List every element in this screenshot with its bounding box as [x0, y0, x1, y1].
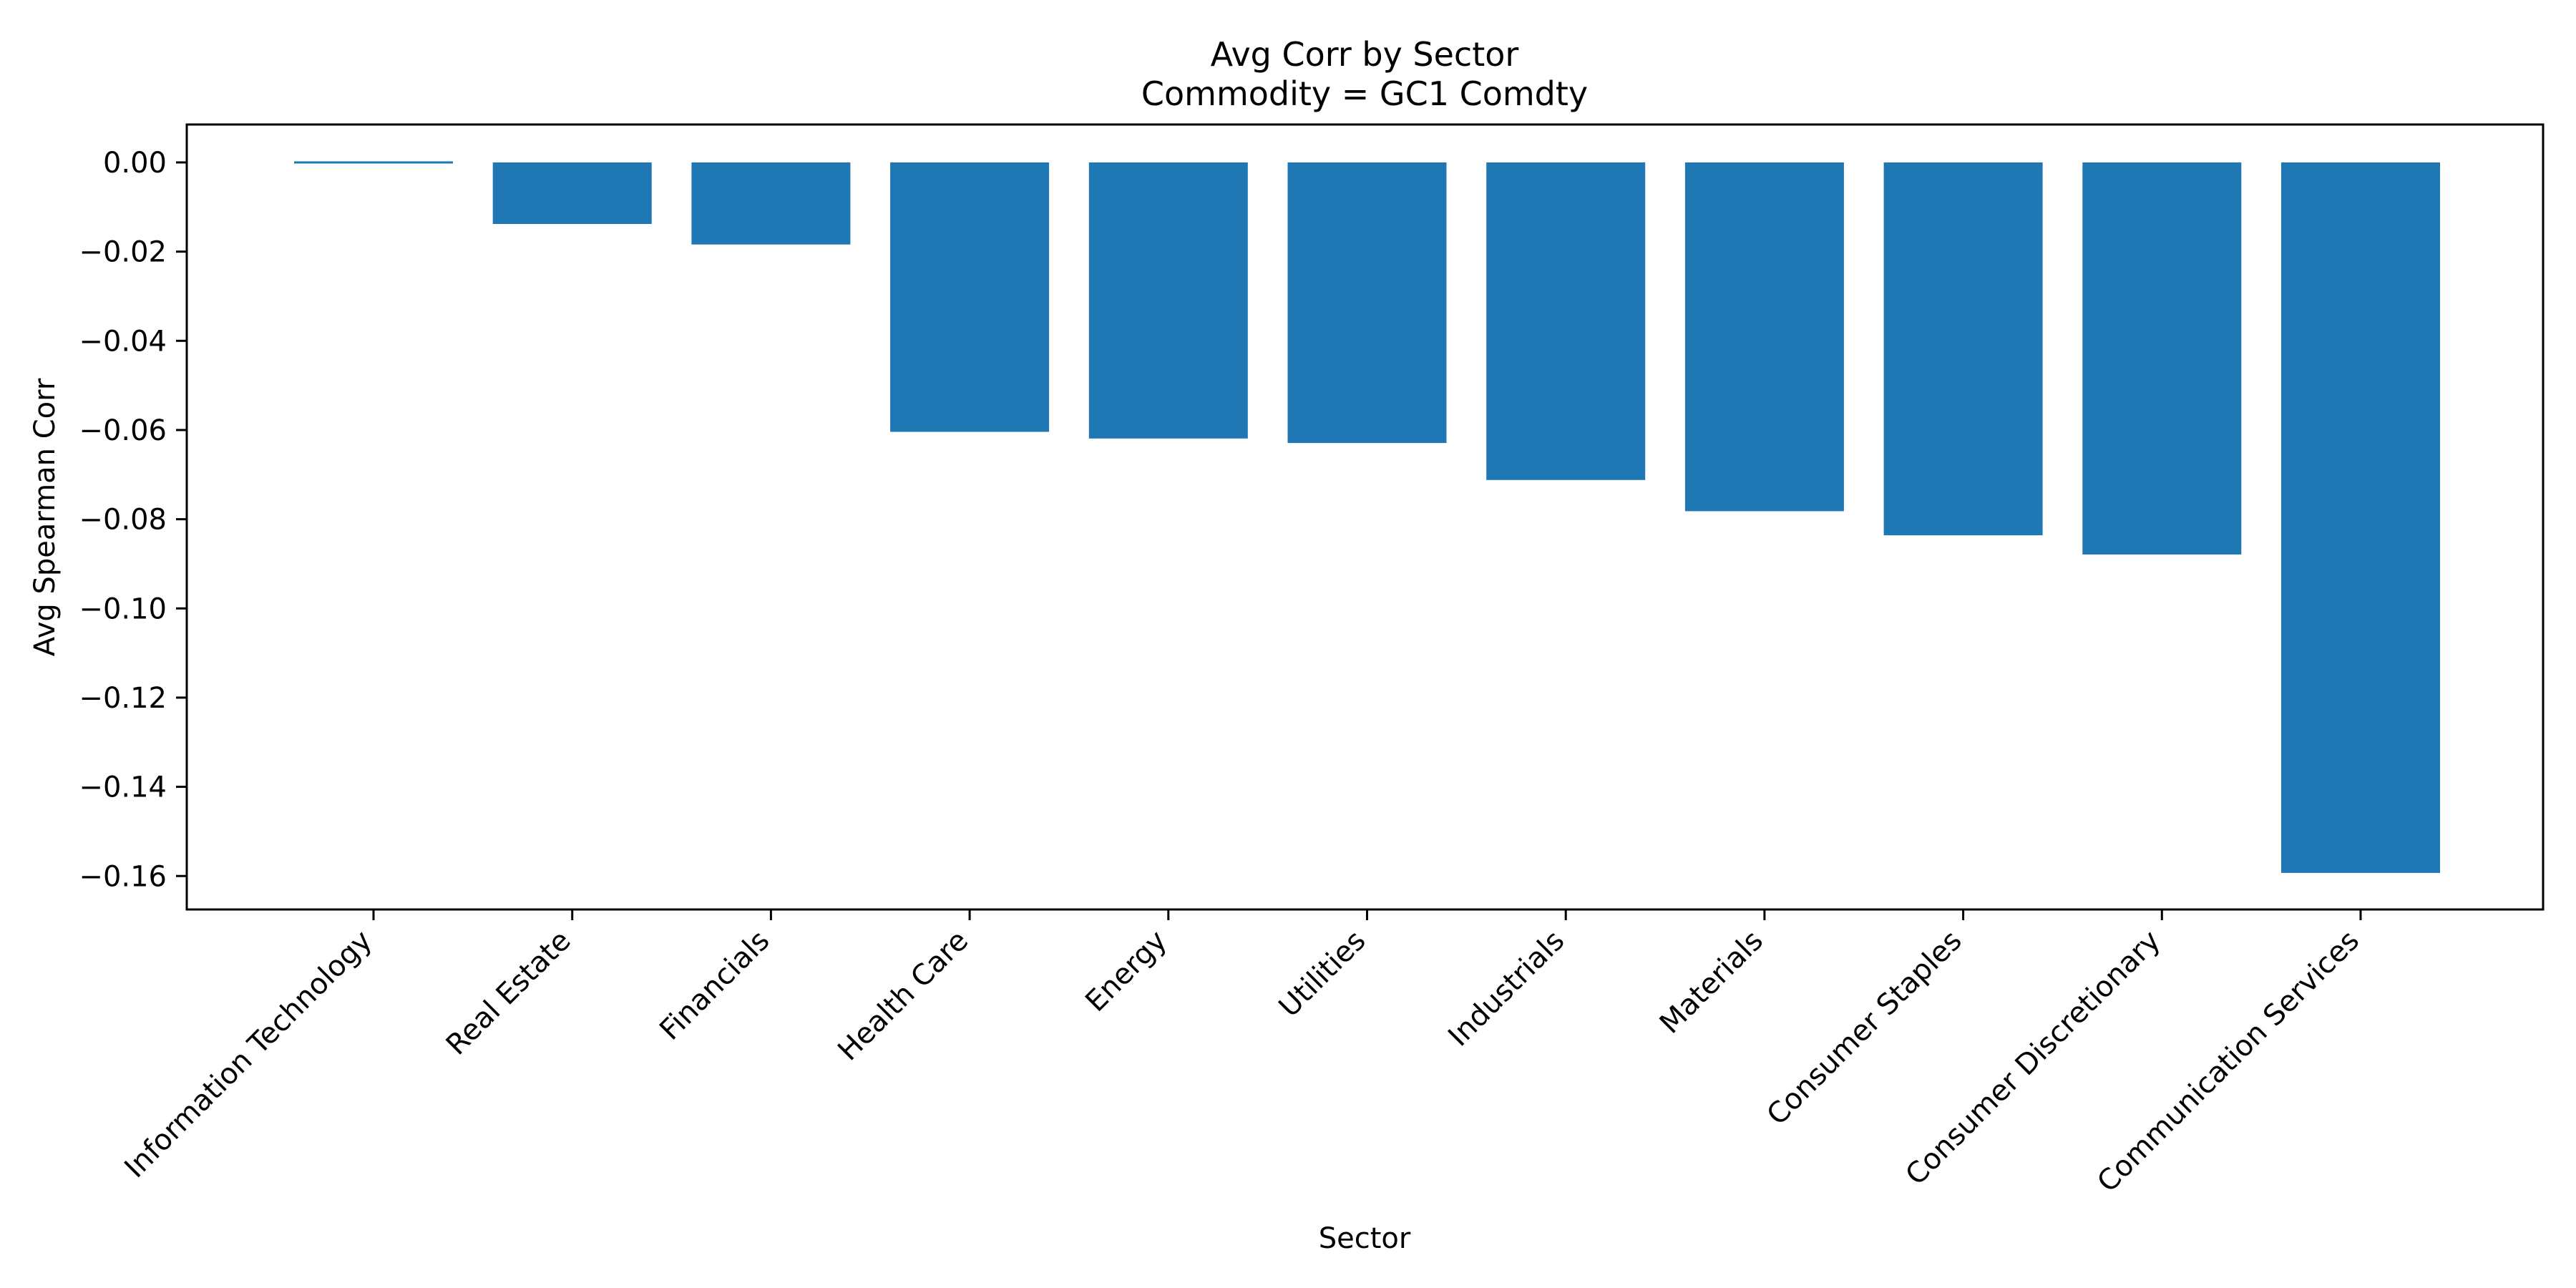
- y-tick-label: −0.10: [79, 592, 167, 625]
- bar-utilities: [1287, 162, 1447, 444]
- bar-industrials: [1486, 162, 1646, 480]
- x-tick-label: Information Technology: [118, 924, 379, 1185]
- x-tick-label: Utilities: [1273, 924, 1372, 1024]
- x-axis-label: Sector: [1319, 1222, 1411, 1255]
- x-tick-label: Consumer Staples: [1761, 924, 1968, 1132]
- y-tick-label: −0.04: [79, 325, 167, 358]
- bar-materials: [1684, 162, 1844, 512]
- bar-information-technology: [294, 161, 453, 164]
- y-tick-label: −0.14: [79, 771, 167, 804]
- y-tick-label: 0.00: [103, 147, 167, 180]
- chart-title: Avg Corr by Sector: [1211, 35, 1519, 74]
- x-tick-label: Industrials: [1442, 924, 1571, 1053]
- x-axis: Information Technology Real Estate Financi…: [118, 909, 2366, 1199]
- bar-consumer-staples: [1883, 162, 2043, 536]
- y-tick-label: −0.08: [79, 504, 167, 537]
- x-tick-label: Energy: [1079, 924, 1174, 1019]
- y-tick-label: −0.12: [79, 682, 167, 715]
- bar-health-care: [890, 162, 1050, 432]
- x-tick-label: Financials: [653, 924, 776, 1047]
- y-tick-label: −0.02: [79, 236, 167, 269]
- plot-frame: [185, 123, 2545, 911]
- bar-energy: [1088, 162, 1248, 439]
- y-tick-label: −0.16: [79, 860, 167, 893]
- y-axis-label: Avg Spearman Corr: [29, 378, 62, 656]
- bar-communication-services: [2281, 162, 2440, 873]
- bar-financials: [691, 162, 851, 245]
- bar-real-estate: [492, 162, 652, 224]
- y-axis: 0.00 −0.02 −0.04 −0.06 −0.08 −0.10 −0.12 −0.14 −…: [79, 147, 187, 893]
- x-tick-label: Materials: [1654, 924, 1770, 1040]
- x-tick-label: Real Estate: [440, 924, 577, 1062]
- y-tick-label: −0.06: [79, 414, 167, 447]
- x-tick-label: Health Care: [831, 924, 975, 1068]
- chart-subtitle: Commodity = GC1 Comdty: [1141, 74, 1588, 113]
- bar-consumer-discretionary: [2082, 162, 2242, 555]
- bars-group: [294, 161, 2440, 873]
